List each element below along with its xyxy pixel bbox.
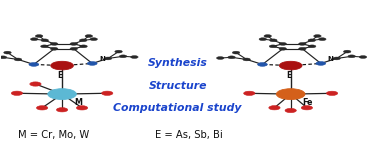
Circle shape — [279, 47, 287, 50]
Circle shape — [70, 42, 77, 45]
Text: N: N — [328, 56, 333, 62]
Circle shape — [308, 39, 316, 42]
Text: E = As, Sb, Bi: E = As, Sb, Bi — [155, 130, 223, 140]
Circle shape — [29, 63, 39, 66]
Circle shape — [257, 63, 267, 66]
Circle shape — [51, 61, 73, 70]
Circle shape — [50, 47, 58, 50]
Circle shape — [87, 62, 97, 65]
Circle shape — [40, 45, 48, 48]
Circle shape — [301, 106, 313, 110]
Circle shape — [319, 38, 326, 41]
Circle shape — [243, 58, 250, 61]
Circle shape — [50, 42, 58, 45]
Text: N: N — [99, 56, 105, 62]
Circle shape — [102, 91, 113, 95]
Circle shape — [80, 45, 87, 48]
Circle shape — [259, 38, 266, 41]
Circle shape — [0, 56, 7, 59]
Text: Structure: Structure — [149, 80, 207, 91]
Circle shape — [285, 108, 296, 113]
Circle shape — [270, 39, 277, 42]
Circle shape — [85, 35, 93, 37]
Text: Computational study: Computational study — [113, 103, 242, 113]
Circle shape — [131, 56, 138, 58]
Circle shape — [35, 35, 43, 37]
Text: Fe: Fe — [303, 98, 313, 107]
Circle shape — [36, 106, 48, 110]
Text: E: E — [57, 71, 62, 80]
Circle shape — [333, 57, 341, 60]
Circle shape — [343, 50, 351, 53]
Circle shape — [308, 45, 316, 48]
Circle shape — [359, 56, 367, 58]
Text: M = Cr, Mo, W: M = Cr, Mo, W — [18, 130, 89, 140]
Circle shape — [217, 57, 224, 59]
Circle shape — [232, 51, 240, 54]
Circle shape — [4, 51, 11, 54]
Circle shape — [115, 50, 122, 53]
Circle shape — [269, 45, 277, 48]
Circle shape — [11, 91, 23, 95]
Circle shape — [314, 35, 321, 37]
Circle shape — [76, 106, 88, 110]
Circle shape — [70, 47, 77, 50]
Circle shape — [79, 39, 87, 42]
Text: E: E — [286, 71, 291, 80]
Circle shape — [14, 58, 22, 61]
Circle shape — [299, 47, 306, 50]
Circle shape — [327, 91, 338, 95]
Circle shape — [279, 42, 287, 45]
Circle shape — [41, 39, 48, 42]
Circle shape — [104, 57, 112, 60]
Circle shape — [244, 91, 255, 95]
Circle shape — [269, 106, 280, 110]
Circle shape — [48, 89, 76, 100]
Text: M: M — [74, 98, 82, 107]
Circle shape — [279, 61, 302, 70]
Circle shape — [90, 38, 98, 41]
Circle shape — [299, 42, 306, 45]
Text: Synthesis: Synthesis — [148, 58, 208, 68]
Circle shape — [316, 62, 326, 65]
Circle shape — [119, 55, 127, 58]
Circle shape — [348, 55, 355, 58]
Circle shape — [276, 89, 305, 100]
Circle shape — [228, 56, 235, 59]
Circle shape — [264, 35, 271, 37]
Circle shape — [56, 108, 68, 112]
Circle shape — [30, 82, 41, 86]
Circle shape — [31, 38, 38, 41]
